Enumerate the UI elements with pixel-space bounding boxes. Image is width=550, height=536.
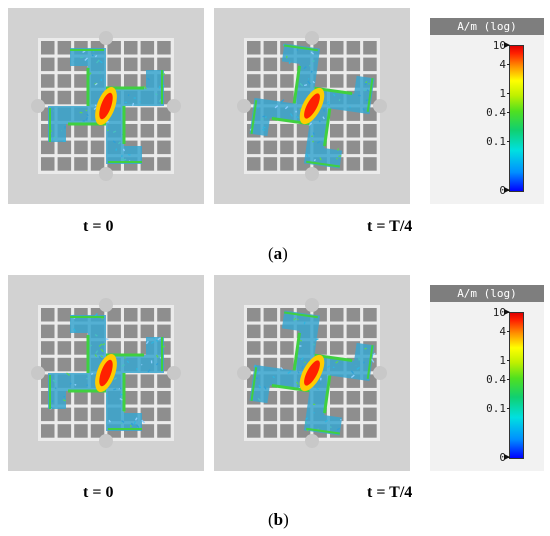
panel-a-t0 [8, 8, 204, 204]
colorbar-gradient [509, 45, 524, 192]
colorbar-tick-label: 0 [499, 451, 506, 464]
subfigure-label-b: (b) [268, 510, 289, 529]
colorbar-limit-arrow-icon [504, 187, 510, 193]
colorbar-tick-mark [507, 111, 510, 113]
colorbar-tick-mark [507, 359, 510, 361]
colorbar-tick-label: 0 [499, 184, 506, 197]
colorbar-tick-label: 1 [499, 353, 506, 367]
colorbar-tick-label: 1 [499, 86, 506, 100]
current-distribution-plot [31, 298, 181, 448]
colorbar-tick-mark [507, 140, 510, 142]
colorbar-tick-label: 4 [499, 324, 506, 338]
colorbar-tick-mark [507, 378, 510, 380]
colorbar-b: A/m (log) 10 4 1 0.4 0.1 0 [430, 285, 544, 471]
colorbar-tick-label: 10 [492, 306, 506, 319]
time-label: t = T/4 [367, 218, 413, 235]
colorbar-gradient [509, 312, 524, 459]
colorbar-tick-mark [507, 407, 510, 409]
colorbar-tick-label: 0.4 [486, 105, 506, 119]
current-distribution-plot [31, 31, 181, 181]
colorbar-limit-arrow-icon [504, 454, 510, 460]
time-label: t = T/4 [367, 484, 413, 501]
colorbar-a: A/m (log) 10 4 1 0.4 0.1 0 [430, 18, 544, 204]
colorbar-tick-label: 0.1 [486, 401, 506, 415]
current-distribution-plot [237, 298, 387, 448]
colorbar-tick-label: 0.1 [486, 134, 506, 148]
current-distribution-plot [237, 31, 387, 181]
panel-b-t0 [8, 275, 204, 471]
time-label: t = 0 [83, 218, 114, 235]
colorbar-tick-label: 0.4 [486, 372, 506, 386]
colorbar-limit-arrow-icon [504, 42, 510, 48]
colorbar-tick-mark [507, 92, 510, 94]
panel-a-tquarter [214, 8, 410, 204]
colorbar-tick-label: 4 [499, 57, 506, 71]
colorbar-limit-arrow-icon [504, 309, 510, 315]
time-label: t = 0 [83, 484, 114, 501]
panel-b-tquarter [214, 275, 410, 471]
subfigure-label-a: (a) [268, 244, 288, 263]
colorbar-title: A/m (log) [430, 18, 544, 35]
colorbar-tick-label: 10 [492, 39, 506, 52]
colorbar-tick-mark [507, 63, 510, 65]
colorbar-title: A/m (log) [430, 285, 544, 302]
colorbar-tick-mark [507, 330, 510, 332]
